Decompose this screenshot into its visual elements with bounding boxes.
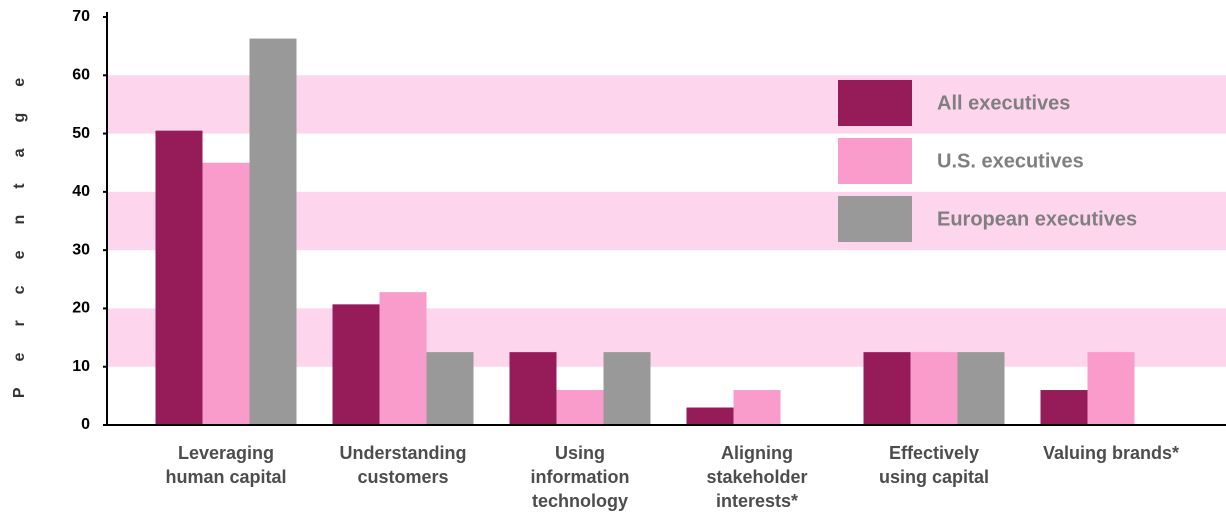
y-tick-label: 0: [81, 416, 90, 433]
bar: [332, 304, 380, 425]
bar: [202, 162, 250, 425]
legend-swatch: [838, 138, 912, 184]
x-tick-label: Understanding customers: [339, 443, 467, 487]
x-tick-label: Using information technology: [530, 443, 630, 511]
x-tick-label: Leveraging human capital: [165, 443, 287, 487]
bar: [556, 390, 604, 425]
legend-label: European executives: [937, 208, 1137, 230]
bar: [426, 352, 474, 425]
x-tick-label: Aligning stakeholder interests*: [706, 443, 808, 511]
bar: [1087, 352, 1135, 425]
legend-label: U.S. executives: [937, 150, 1084, 172]
y-tick-label: 20: [72, 300, 90, 317]
bar: [155, 130, 203, 425]
bar: [686, 407, 734, 425]
y-tick-label: 40: [72, 183, 90, 200]
bar: [603, 352, 651, 425]
y-tick-label: 70: [72, 8, 90, 25]
legend-label: All executives: [937, 92, 1070, 114]
x-tick-label: Effectively using capital: [878, 443, 990, 487]
bar: [733, 390, 781, 425]
bar: [910, 352, 958, 425]
bar: [379, 292, 427, 425]
y-tick-label: 10: [72, 358, 90, 375]
x-tick-label: Valuing brands*: [1042, 443, 1180, 463]
bar: [249, 38, 297, 426]
bar: [957, 352, 1005, 425]
legend-swatch: [838, 196, 912, 242]
bar: [863, 352, 911, 425]
bar: [509, 352, 557, 425]
y-tick-label: 60: [72, 67, 90, 84]
legend-swatch: [838, 80, 912, 126]
y-tick-label: 30: [72, 241, 90, 258]
bar: [1040, 390, 1088, 425]
y-axis-label: Percentage: [11, 52, 28, 398]
y-tick-label: 50: [72, 125, 90, 142]
